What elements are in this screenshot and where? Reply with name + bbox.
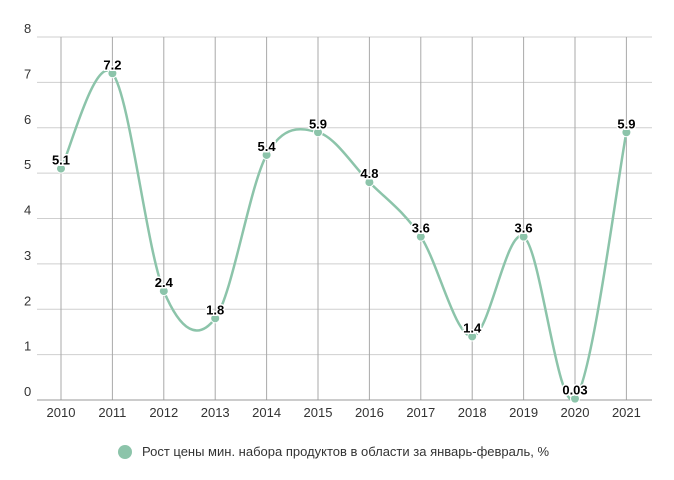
data-point: [158, 286, 169, 297]
data-point: [261, 149, 272, 160]
data-point: [210, 313, 221, 324]
data-label: 2.4: [155, 275, 174, 290]
data-label: 5.9: [617, 116, 635, 131]
y-tick-label: 7: [24, 66, 31, 81]
series-line: [59, 69, 628, 401]
y-tick-label: 4: [24, 203, 31, 218]
x-tick-label: 2012: [149, 405, 178, 420]
legend-label: Рост цены мин. набора продуктов в област…: [142, 444, 550, 459]
data-point: [518, 231, 529, 242]
data-point: [313, 127, 323, 138]
data-point: [415, 231, 426, 242]
y-tick-label: 8: [24, 21, 31, 36]
data-point: [467, 331, 478, 342]
data-label: 4.8: [360, 166, 378, 181]
x-tick-label: 2017: [406, 405, 435, 420]
data-point: [107, 68, 118, 79]
y-tick-label: 2: [24, 293, 31, 308]
x-tick-label: 2020: [561, 405, 590, 420]
data-label: 0.03: [562, 383, 587, 398]
data-point: [621, 127, 632, 138]
x-tick-label: 2010: [47, 405, 76, 420]
data-point: [570, 393, 580, 404]
legend-swatch: [118, 444, 132, 459]
data-label: 5.1: [52, 153, 70, 168]
y-tick-label: 6: [24, 112, 31, 127]
data-label: 5.9: [309, 116, 327, 131]
x-tick-label: 2021: [612, 405, 641, 420]
x-tick-label: 2014: [252, 405, 281, 420]
x-tick-label: 2018: [458, 405, 487, 420]
x-tick-label: 2015: [304, 405, 333, 420]
y-tick-label: 5: [24, 157, 31, 172]
y-tick-label: 3: [24, 248, 31, 263]
x-tick-label: 2016: [355, 405, 384, 420]
x-tick-label: 2011: [98, 405, 126, 420]
x-tick-label: 2019: [509, 405, 538, 420]
data-label: 5.4: [258, 139, 277, 154]
data-label: 1.8: [206, 302, 224, 317]
y-tick-label: 1: [24, 339, 31, 354]
legend: Рост цены мин. набора продуктов в област…: [118, 444, 549, 459]
data-label: 3.6: [515, 221, 533, 236]
data-label: 7.2: [103, 57, 121, 72]
y-tick-label: 0: [24, 384, 31, 399]
x-tick-label: 2013: [201, 405, 230, 420]
data-point: [56, 163, 66, 174]
data-label: 1.4: [463, 320, 482, 335]
data-label: 3.6: [412, 221, 430, 236]
line-chart: 0 1 2 3 4 5 6 7 8 2010 2011 2012 2013 2014 2015 2016 201…: [24, 21, 652, 420]
data-point: [364, 177, 375, 188]
